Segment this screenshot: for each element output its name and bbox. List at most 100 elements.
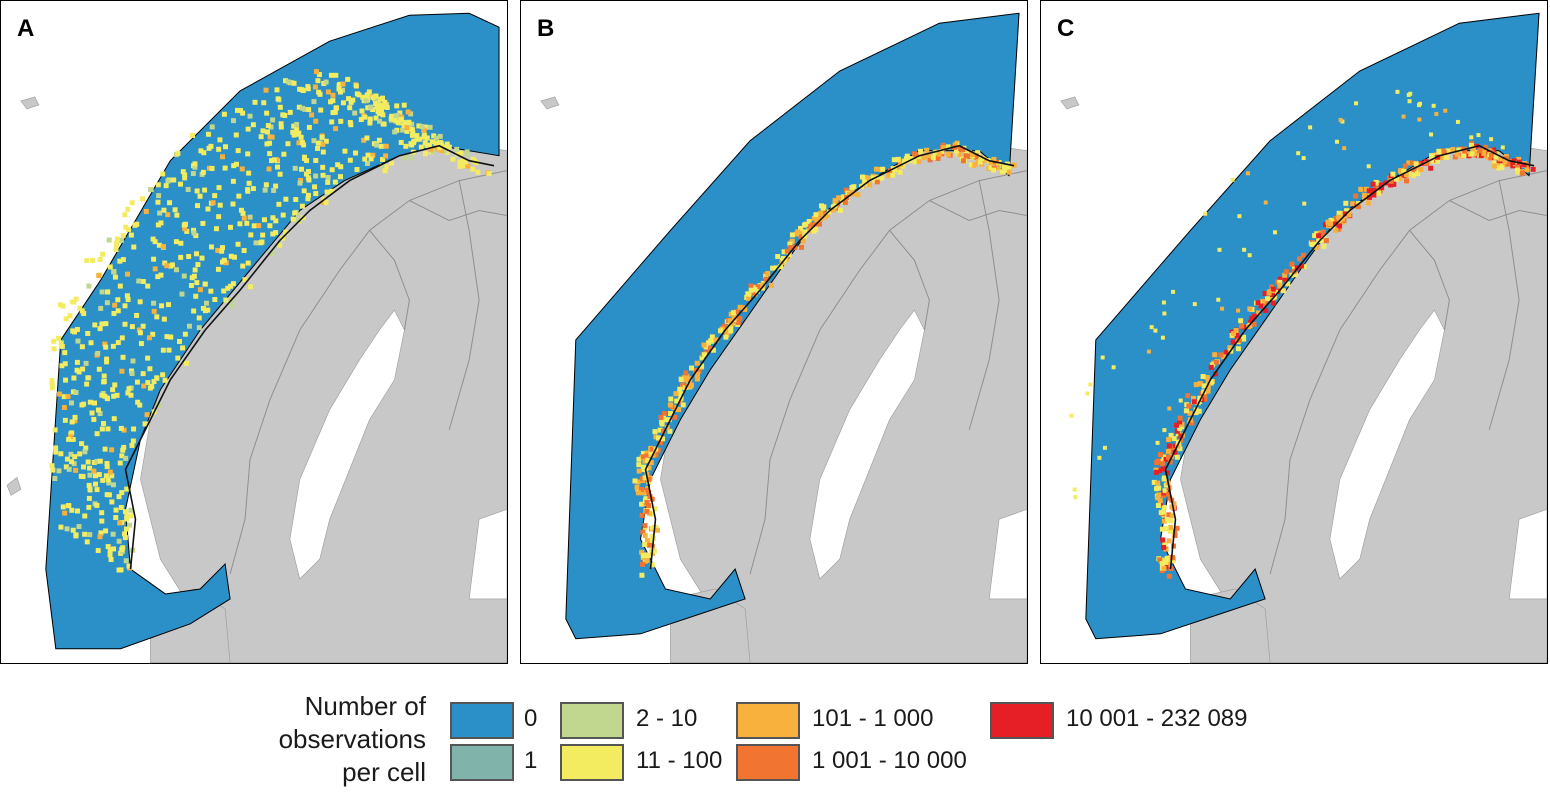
observation-cell [1510, 160, 1516, 166]
observation-cell [313, 173, 319, 179]
observation-cell [678, 391, 684, 397]
observation-cell [789, 232, 795, 238]
observation-cell [267, 140, 273, 146]
observation-cell [683, 377, 689, 383]
observation-cell [926, 153, 932, 159]
observation-cell [1343, 200, 1349, 206]
observation-cell [120, 354, 126, 360]
observation-cell [291, 80, 297, 86]
observation-cell [66, 466, 72, 472]
observation-cell [737, 316, 743, 322]
observation-cell [1255, 300, 1261, 306]
observation-cell [182, 331, 188, 337]
observation-cell [701, 342, 707, 348]
observation-cell [116, 538, 122, 544]
observation-cell [275, 96, 281, 102]
observation-cell [123, 224, 129, 230]
observation-cell [1390, 171, 1396, 177]
observation-cell [113, 515, 119, 521]
observation-cell [67, 434, 73, 440]
observation-cell [1301, 264, 1307, 270]
observation-cell [107, 469, 113, 475]
observation-cell [62, 510, 68, 516]
observation-cell [117, 258, 123, 264]
observation-cell [195, 262, 201, 268]
observation-cell [381, 121, 387, 127]
observation-cell [806, 218, 812, 224]
observation-cell [84, 539, 90, 545]
observation-cell [114, 240, 120, 246]
observation-cell [1266, 290, 1272, 296]
observation-cell [431, 133, 437, 139]
observation-cell [661, 428, 667, 434]
observation-cell [1481, 150, 1487, 156]
observation-cell [94, 502, 100, 508]
observation-cell [1227, 345, 1233, 351]
observation-cell [1314, 244, 1320, 250]
observation-cell [416, 136, 422, 142]
observation-cell [113, 243, 119, 249]
observation-area-b [565, 12, 1020, 640]
observation-cell [127, 522, 133, 528]
country-borders [1269, 170, 1547, 575]
observation-cell [1224, 349, 1230, 355]
observation-cell [406, 119, 412, 125]
observation-cell [104, 359, 110, 365]
observation-cell [120, 447, 126, 453]
observation-cell [382, 168, 388, 174]
observation-cell [231, 163, 237, 169]
observation-cell [778, 264, 784, 270]
observation-cell [82, 513, 88, 519]
observation-cell [639, 512, 645, 518]
observation-cell [1308, 125, 1313, 130]
observation-cell [76, 524, 82, 530]
observation-cell [416, 123, 422, 129]
observation-cell [1316, 233, 1322, 239]
observation-cell [1161, 566, 1167, 572]
observation-cell [274, 87, 280, 93]
observation-cell [107, 264, 113, 270]
observation-cell [285, 79, 291, 85]
observation-cell [220, 154, 226, 160]
observation-cell [197, 287, 203, 293]
observation-cell [1340, 216, 1346, 222]
observation-cell [96, 472, 102, 478]
observation-cell [137, 299, 143, 305]
observation-cell [930, 154, 936, 160]
observation-cell [114, 392, 120, 398]
observation-cell [1367, 194, 1372, 200]
observation-cell [795, 229, 801, 235]
legend-label-1: 1 [524, 747, 538, 774]
observation-cell [389, 160, 395, 166]
observation-cell [164, 263, 170, 269]
observation-cell [687, 376, 693, 382]
observation-cell [182, 226, 188, 232]
observation-cell [935, 155, 941, 161]
observation-cell [1235, 346, 1241, 352]
observation-cell [114, 236, 120, 242]
observation-cell [200, 169, 206, 175]
observation-cell [81, 310, 87, 316]
observation-cell [1205, 388, 1211, 394]
observation-cell [154, 314, 160, 320]
observation-cell [217, 202, 223, 208]
observation-cell [1167, 528, 1173, 534]
observation-cell [174, 267, 179, 273]
observation-cell [444, 141, 450, 147]
observation-cell [140, 196, 146, 202]
observation-cell [1191, 399, 1197, 405]
observation-cell [106, 237, 112, 243]
observation-cell [277, 242, 283, 248]
observation-cell [216, 214, 222, 220]
observation-cell [203, 300, 209, 306]
observation-cell [191, 230, 197, 236]
observation-cell [57, 391, 63, 397]
observation-cell [945, 144, 951, 150]
observation-cell [639, 476, 645, 482]
observation-cell [134, 379, 140, 385]
observation-cell [51, 338, 57, 344]
observation-cell [1102, 445, 1107, 450]
map-panel-c: C [1040, 0, 1548, 664]
observation-cell [1265, 296, 1270, 302]
observation-cell [248, 232, 254, 238]
